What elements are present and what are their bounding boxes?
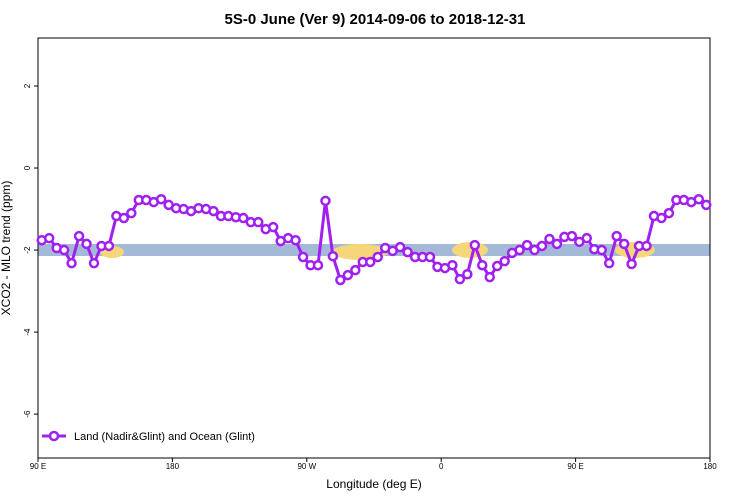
data-point: [701, 199, 712, 211]
data-point: [566, 230, 578, 242]
data-point: [529, 244, 540, 256]
data-point: [491, 260, 503, 272]
data-point: [327, 250, 339, 262]
y-tick-label: -2: [23, 246, 32, 254]
x-tick-label: 90 E: [567, 462, 583, 471]
data-point: [618, 238, 630, 250]
data-point: [290, 234, 301, 246]
data-point: [103, 240, 115, 252]
x-tick-label: 180: [166, 462, 180, 471]
y-axis-label: XCO2 - MLO trend (ppm): [0, 181, 13, 316]
data-point: [544, 233, 555, 245]
data-point: [499, 255, 510, 267]
data-point: [663, 207, 675, 219]
data-point: [73, 230, 85, 242]
data-point: [454, 273, 466, 285]
y-tick-label: 0: [23, 165, 32, 170]
data-point: [118, 212, 130, 224]
data-point: [514, 244, 525, 256]
legend-label: Land (Nadir&Glint) and Ocean (Glint): [74, 431, 255, 443]
data-point: [611, 230, 622, 242]
data-point: [58, 244, 70, 256]
data-point: [267, 221, 279, 233]
data-point: [155, 193, 167, 205]
data-point: [297, 251, 309, 263]
data-point: [693, 193, 705, 205]
x-tick-label: 90 E: [30, 462, 46, 471]
x-tick-label: 180: [703, 462, 717, 471]
y-tick-label: -6: [23, 410, 32, 418]
data-point: [365, 256, 376, 268]
data-point: [372, 251, 383, 263]
data-point: [66, 257, 77, 269]
series-line: [41, 197, 708, 282]
x-tick-label: 0: [439, 462, 444, 471]
data-point: [551, 238, 563, 250]
data-point: [342, 269, 354, 281]
x-axis-label: Longitude (deg E): [326, 477, 421, 491]
legend-marker: [48, 430, 60, 442]
data-point: [350, 264, 361, 276]
data-point: [603, 257, 615, 269]
data-point: [88, 257, 100, 269]
data-point: [656, 212, 667, 224]
data-point: [394, 241, 406, 253]
y-tick-label: 2: [23, 83, 32, 88]
y-tick-label: -4: [23, 328, 32, 336]
data-point: [469, 239, 481, 251]
data-point: [402, 246, 413, 258]
data-point: [126, 207, 137, 219]
data-point: [81, 238, 92, 250]
plot-frame: [37, 37, 711, 459]
data-point: [424, 251, 436, 263]
data-point: [253, 216, 264, 228]
data-point: [312, 259, 324, 271]
legend: Land (Nadir&Glint) and Ocean (Glint): [42, 430, 255, 443]
data-point: [43, 232, 55, 244]
data-point: [208, 205, 219, 217]
data-point: [477, 259, 488, 271]
data-point: [596, 244, 607, 256]
x-tick-label: 90 W: [297, 462, 316, 471]
data-point: [462, 269, 473, 280]
data-point: [536, 240, 548, 252]
data-point: [484, 271, 495, 283]
data-point: [641, 240, 652, 252]
data-point: [581, 232, 593, 244]
chart-title: 5S-0 June (Ver 9) 2014-09-06 to 2018-12-…: [224, 11, 525, 28]
data-point: [626, 258, 637, 270]
data-point: [320, 195, 331, 207]
data-point: [447, 259, 458, 271]
data-point: [335, 274, 346, 286]
data-point: [238, 212, 249, 224]
data-point: [521, 239, 533, 251]
